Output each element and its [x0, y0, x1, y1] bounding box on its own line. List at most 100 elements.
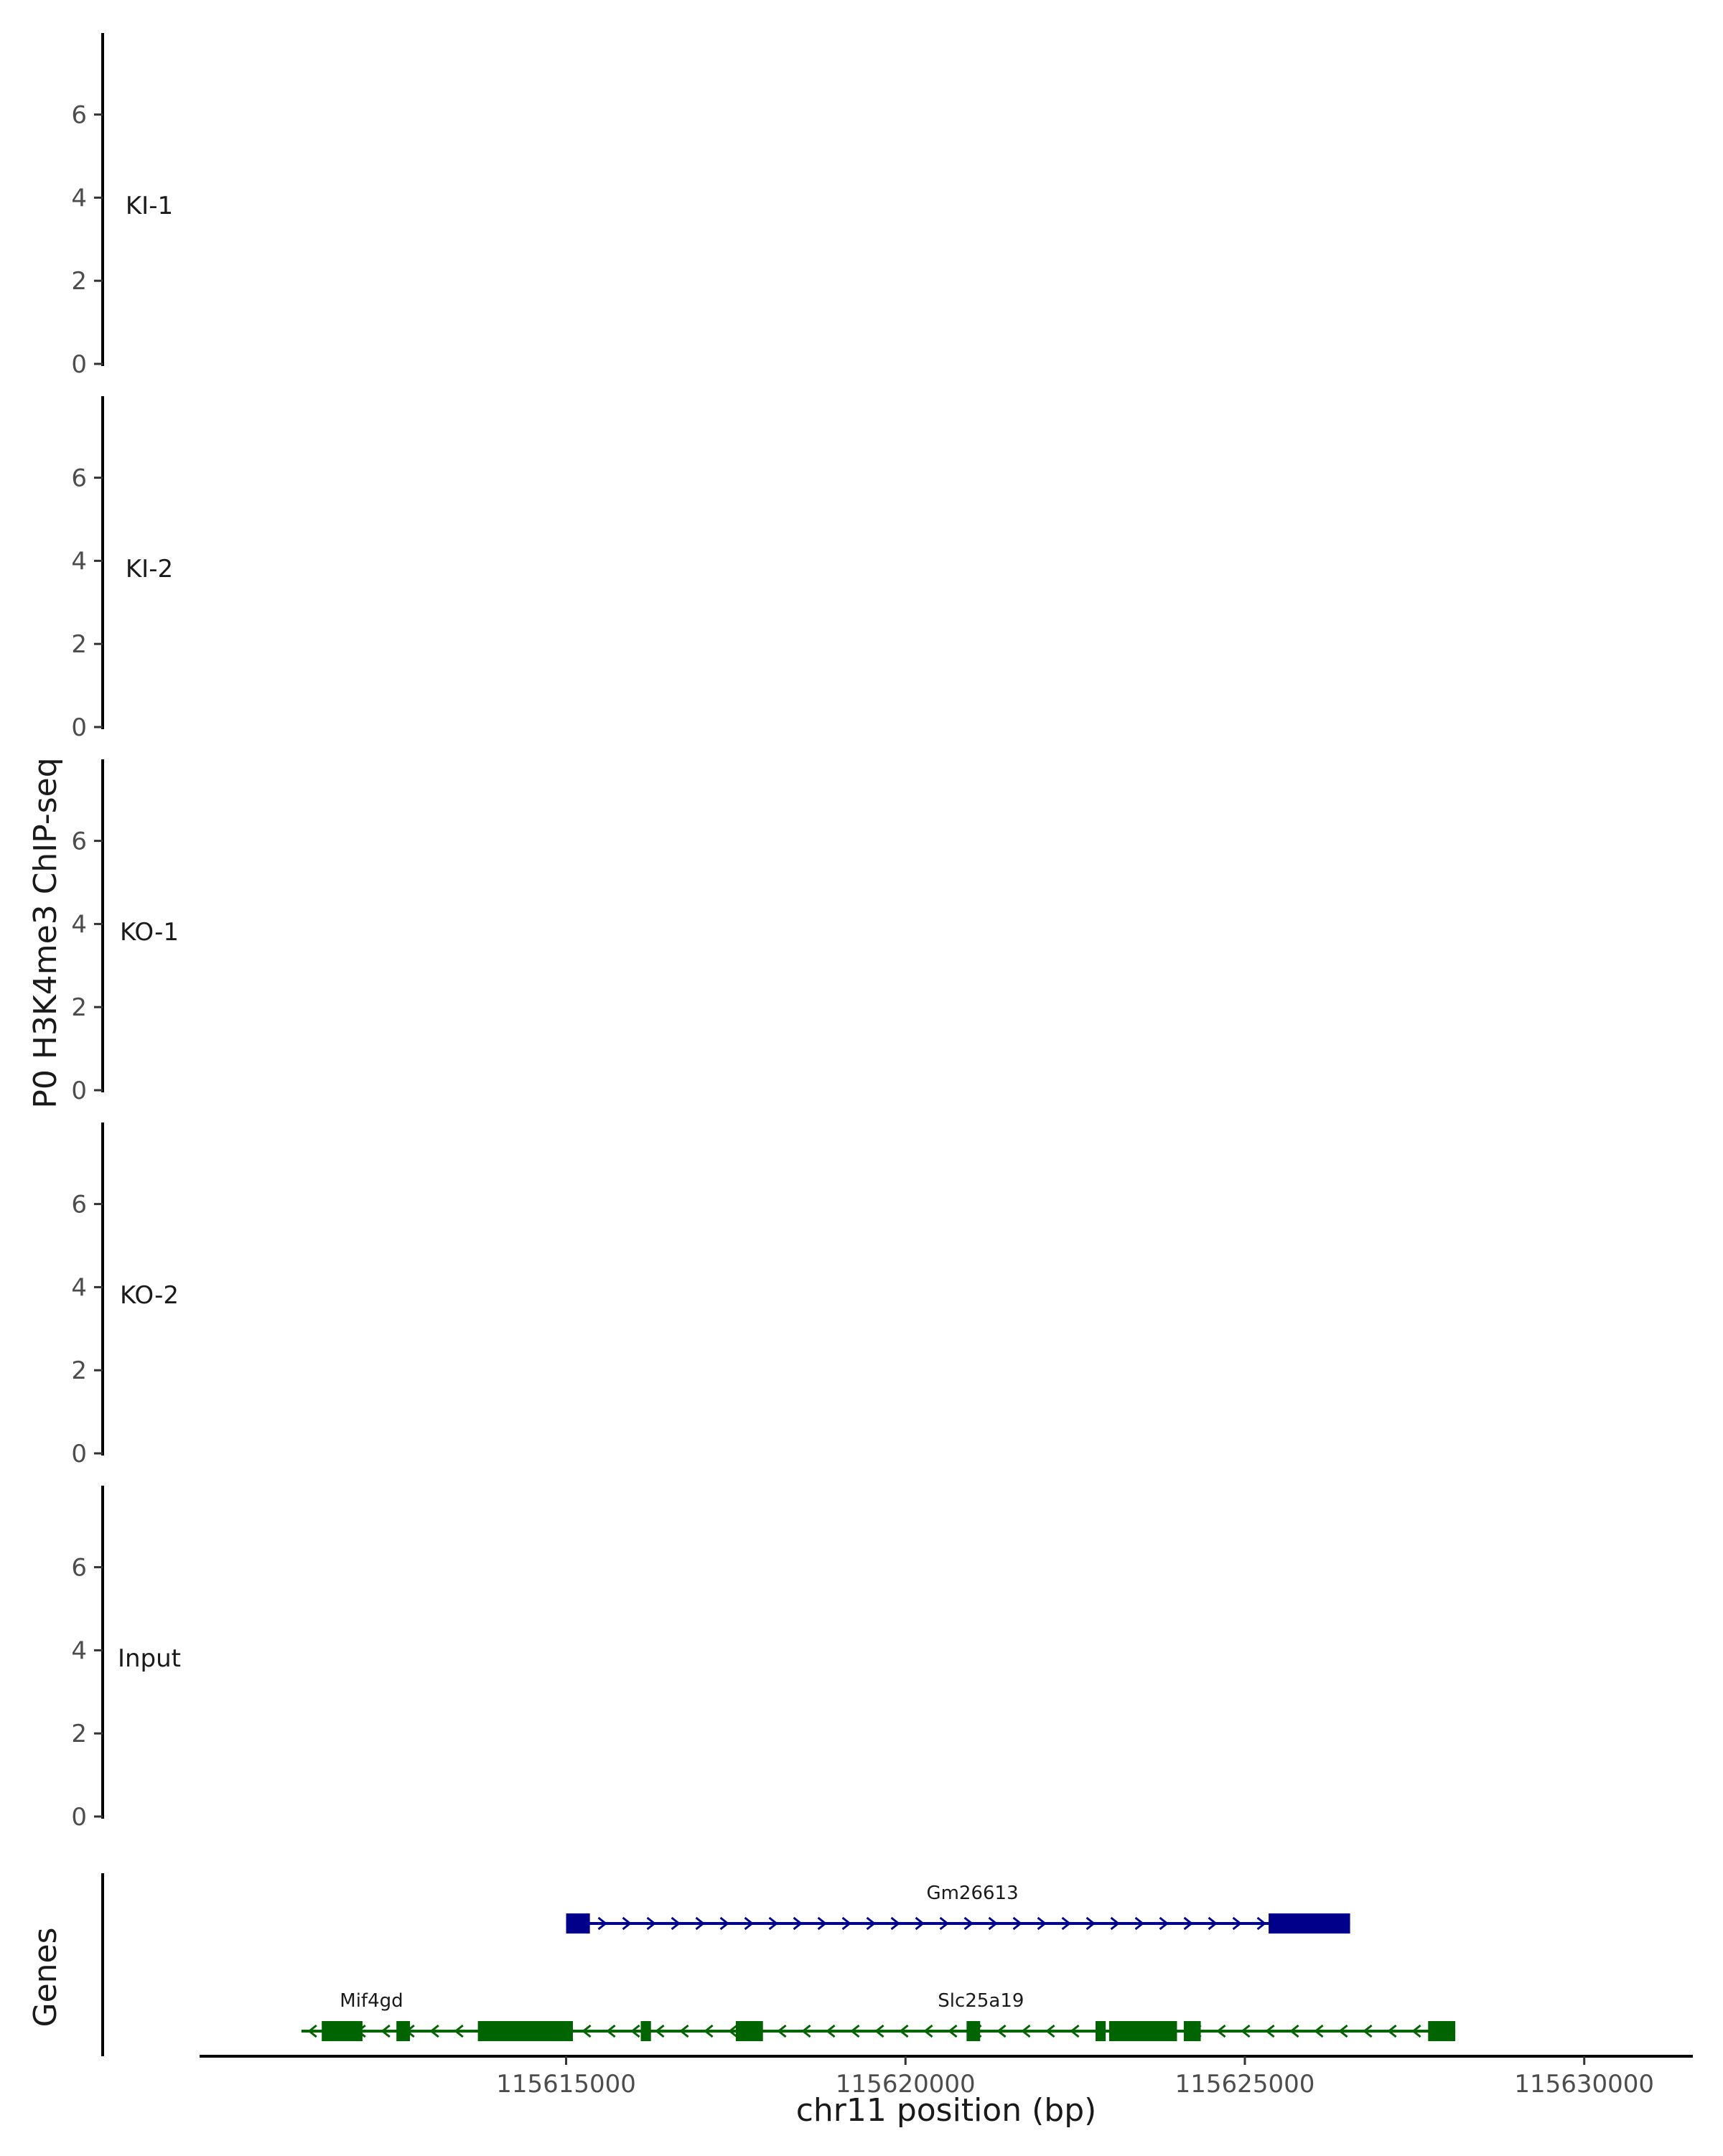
exon-slc25a19-1 [477, 2021, 573, 2041]
track-ko-2: 0 2 4 6 KO-2 [71, 1122, 179, 1468]
gene-mif4gd: Mif4gd [301, 1990, 485, 2041]
strand-arrow-slc25a19 [801, 2024, 811, 2038]
exon-gm26613-2 [1269, 1913, 1350, 1934]
genes-panel-title: Genes [27, 1927, 64, 2027]
strand-arrow-mif4gd [454, 2024, 464, 2038]
genes-layer: Gm26613 Mif4gd Slc25a19 [101, 1873, 1456, 2056]
y-tick-label-ko-2-6: 6 [71, 1191, 87, 1219]
gene-slc25a19: Slc25a19 [477, 1990, 1456, 2041]
strand-arrow-gm26613 [988, 1916, 998, 1931]
exon-slc25a19-2 [640, 2021, 651, 2041]
strand-arrow-slc25a19 [850, 2024, 860, 2038]
gene-label-gm26613: Gm26613 [926, 1883, 1018, 1904]
y-axis-title: P0 H3K4me3 ChIP-seq [27, 757, 64, 1108]
track-ki-2: 0 2 4 6 KI-2 [71, 396, 173, 742]
x-tick-label-4: 115630000 [1514, 2070, 1654, 2099]
strand-arrow-gm26613 [890, 1916, 900, 1931]
strand-arrow-slc25a19 [899, 2024, 909, 2038]
strand-arrow-gm26613 [1134, 1916, 1144, 1931]
strand-arrow-slc25a19 [923, 2024, 933, 2038]
strand-arrow-slc25a19 [679, 2024, 689, 2038]
strand-arrow-slc25a19 [1314, 2024, 1324, 2038]
strand-arrow-slc25a19 [1363, 2024, 1373, 2038]
strand-arrow-gm26613 [1085, 1916, 1096, 1931]
strand-arrow-slc25a19 [777, 2024, 787, 2038]
strand-arrow-slc25a19 [1265, 2024, 1275, 2038]
y-tick-label-ki-2-4: 4 [71, 547, 87, 576]
strand-arrow-mif4gd [307, 2024, 317, 2038]
x-tick-label-1: 115615000 [496, 2070, 636, 2099]
strand-arrow-slc25a19 [996, 2024, 1007, 2038]
y-tick-label-ko-1-0: 0 [71, 1077, 87, 1105]
y-tick-label-ko-2-0: 0 [71, 1440, 87, 1468]
strand-arrow-slc25a19 [826, 2024, 836, 2038]
exon-slc25a19-3 [735, 2021, 763, 2041]
strand-arrow-slc25a19 [1021, 2024, 1031, 2038]
exon-gm26613-1 [566, 1913, 590, 1934]
track-label-ko-2: KO-2 [120, 1281, 179, 1310]
exon-mif4gd-2 [396, 2021, 411, 2041]
strand-arrow-slc25a19 [1411, 2024, 1421, 2038]
x-axis: 115615000 115620000 115625000 115630000 [200, 2055, 1693, 2099]
x-axis-title: chr11 position (bp) [796, 2092, 1097, 2129]
y-tick-label-input-4: 4 [71, 1636, 87, 1665]
y-tick-label-ki-1-2: 2 [71, 267, 87, 296]
exon-slc25a19-7 [1183, 2021, 1201, 2041]
y-tick-label-ki-2-6: 6 [71, 464, 87, 493]
strand-arrow-gm26613 [646, 1916, 656, 1931]
strand-arrow-slc25a19 [1045, 2024, 1055, 2038]
strand-arrow-slc25a19 [874, 2024, 884, 2038]
exon-slc25a19-5 [1096, 2021, 1106, 2041]
track-ki-1: 0 2 4 6 KI-1 [71, 33, 173, 379]
strand-arrow-gm26613 [719, 1916, 729, 1931]
strand-arrow-gm26613 [1183, 1916, 1193, 1931]
strand-arrow-gm26613 [622, 1916, 632, 1931]
strand-arrow-gm26613 [1061, 1916, 1071, 1931]
strand-arrow-gm26613 [866, 1916, 876, 1931]
strand-arrow-slc25a19 [1289, 2024, 1299, 2038]
gene-label-mif4gd: Mif4gd [340, 1990, 403, 2012]
exon-slc25a19-8 [1428, 2021, 1456, 2041]
y-tick-label-ki-2-0: 0 [71, 713, 87, 742]
exon-mif4gd-1 [322, 2021, 363, 2041]
y-tick-label-ki-2-2: 2 [71, 630, 87, 659]
strand-arrow-gm26613 [1232, 1916, 1242, 1931]
exon-slc25a19-6 [1108, 2021, 1177, 2041]
y-tick-label-input-0: 0 [71, 1803, 87, 1832]
y-tick-label-ko-2-2: 2 [71, 1356, 87, 1385]
strand-arrow-mif4gd [380, 2024, 391, 2038]
strand-arrow-gm26613 [671, 1916, 681, 1931]
strand-arrow-gm26613 [841, 1916, 851, 1931]
strand-arrow-slc25a19 [1241, 2024, 1251, 2038]
y-tick-label-input-2: 2 [71, 1720, 87, 1748]
strand-arrow-gm26613 [1110, 1916, 1120, 1931]
strand-arrow-gm26613 [793, 1916, 803, 1931]
strand-arrow-gm26613 [1256, 1916, 1266, 1931]
strand-arrow-slc25a19 [1216, 2024, 1226, 2038]
strand-arrow-gm26613 [915, 1916, 925, 1931]
strand-arrow-gm26613 [1208, 1916, 1218, 1931]
track-input: 0 2 4 6 Input [71, 1486, 181, 1832]
strand-arrow-slc25a19 [1070, 2024, 1080, 2038]
strand-arrow-slc25a19 [728, 2024, 738, 2038]
track-label-ki-1: KI-1 [126, 192, 173, 220]
exon-slc25a19-4 [966, 2021, 981, 2041]
strand-arrow-mif4gd [429, 2024, 439, 2038]
strand-arrow-slc25a19 [582, 2024, 592, 2038]
strand-arrow-gm26613 [1037, 1916, 1047, 1931]
strand-arrow-gm26613 [1012, 1916, 1022, 1931]
track-label-input: Input [118, 1644, 181, 1673]
strand-arrow-slc25a19 [606, 2024, 616, 2038]
strand-arrow-gm26613 [939, 1916, 949, 1931]
track-ko-1: 0 2 4 6 KO-1 [71, 759, 179, 1105]
strand-arrow-slc25a19 [1387, 2024, 1397, 2038]
y-tick-label-ko-2-4: 4 [71, 1273, 87, 1302]
strand-arrow-slc25a19 [1338, 2024, 1348, 2038]
tracks-layer: 0 2 4 6 KI-1 0 2 4 6 KI-2 0 2 4 6 KO-1 0 2 4 6 KO-2 0 2 4 6 Inpu… [71, 33, 181, 1832]
y-tick-label-ki-1-0: 0 [71, 350, 87, 379]
strand-arrow-gm26613 [817, 1916, 827, 1931]
y-tick-label-ko-1-4: 4 [71, 910, 87, 939]
x-tick-label-2: 115620000 [836, 2070, 976, 2099]
y-tick-label-ki-1-4: 4 [71, 184, 87, 212]
